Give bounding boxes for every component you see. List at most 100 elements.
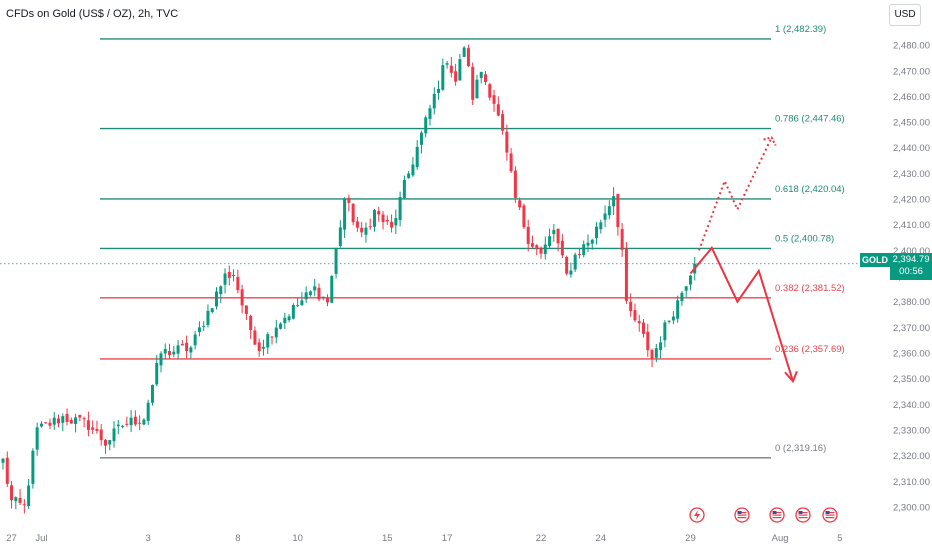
candle-body: [206, 310, 210, 325]
y-tick-label: 2,410.00: [893, 220, 930, 231]
candle-body: [287, 316, 291, 321]
candle-body: [57, 418, 61, 424]
y-tick-label: 2,480.00: [893, 41, 930, 52]
candle-body: [86, 420, 90, 430]
candle-body: [168, 351, 172, 356]
candle-body: [52, 417, 56, 425]
candle-body: [437, 88, 441, 93]
candle-body: [364, 227, 368, 235]
flag-stripe: [737, 514, 747, 516]
x-tick-label: Aug: [772, 533, 789, 544]
x-tick-label: 3: [146, 533, 151, 544]
currency-button[interactable]: USD: [889, 4, 921, 26]
y-tick-label: 2,370.00: [893, 323, 930, 334]
candle-body: [475, 79, 479, 99]
x-tick-label: 8: [235, 533, 240, 544]
y-tick-label: 2,440.00: [893, 143, 930, 154]
x-tick-label: 22: [536, 533, 547, 544]
flag-stripe: [798, 512, 808, 514]
candle-body: [390, 221, 394, 228]
candle-body: [159, 353, 163, 366]
candle-body: [488, 84, 492, 98]
candle-body: [569, 270, 573, 275]
candle-body: [95, 428, 99, 431]
candle-body: [432, 93, 436, 109]
candle-body: [274, 327, 278, 338]
candle-body: [501, 114, 505, 131]
candle-body: [650, 350, 654, 359]
projection-up-arrowhead: [763, 136, 777, 146]
candle-body: [10, 485, 14, 501]
candle-body: [61, 416, 65, 423]
candle-body: [654, 348, 658, 358]
bar-countdown: 00:56: [899, 266, 923, 277]
y-tick-label: 2,330.00: [893, 426, 930, 437]
candle-body: [633, 310, 637, 321]
flag-stripe: [772, 514, 782, 516]
candle-body: [385, 219, 389, 222]
x-tick-label: 29: [685, 533, 696, 544]
candle-body: [163, 349, 167, 354]
candle-body: [556, 228, 560, 244]
candle-body: [539, 247, 543, 254]
candle-body: [671, 316, 675, 321]
candle-body: [667, 320, 671, 322]
fib-level-label: 1 (2,482.39): [775, 24, 826, 35]
candle-body: [202, 325, 206, 327]
candle-body: [565, 257, 569, 274]
candle-body: [334, 248, 338, 274]
candle-body: [646, 331, 650, 351]
flag-canton: [772, 511, 777, 514]
candle-body: [150, 385, 154, 403]
candle-body: [146, 402, 150, 421]
symbol-badge: GOLD: [860, 253, 890, 267]
candle-body: [347, 197, 351, 203]
candle-body: [283, 317, 287, 324]
y-tick-label: 2,320.00: [893, 451, 930, 462]
x-tick-label: Jul: [35, 533, 47, 544]
candle-body: [172, 351, 176, 355]
x-tick-label: 24: [596, 533, 607, 544]
candle-body: [642, 322, 645, 334]
flag-stripe: [737, 517, 747, 519]
candle-body: [368, 226, 372, 228]
candle-body: [454, 71, 458, 82]
candle-body: [31, 450, 35, 484]
candle-body: [215, 291, 218, 307]
candle-body: [313, 286, 317, 291]
projection-down-path: [689, 245, 794, 382]
candle-body: [419, 132, 423, 145]
candle-body: [185, 342, 189, 352]
candle-body: [394, 218, 398, 226]
candle-body: [377, 211, 381, 215]
candle-body: [227, 271, 231, 278]
candle-body: [65, 413, 69, 422]
candle-body: [407, 173, 411, 179]
candle-body: [513, 170, 517, 198]
candle-body: [381, 214, 385, 223]
last-price: 2,394.79: [892, 254, 930, 265]
candle-body: [261, 346, 265, 349]
candle-body: [232, 275, 236, 277]
candle-body: [78, 414, 82, 418]
candle-body: [496, 104, 500, 116]
candle-body: [629, 301, 633, 312]
candle-body: [223, 273, 227, 285]
candle-body: [300, 300, 304, 306]
candle-body: [44, 422, 48, 424]
candle-body: [402, 179, 406, 199]
flag-canton: [798, 511, 803, 514]
candle-body: [607, 206, 611, 216]
candle-body: [69, 419, 73, 424]
candle-body: [582, 244, 586, 256]
candle-body: [27, 485, 31, 507]
candle-body: [129, 417, 133, 426]
y-tick-label: 2,360.00: [893, 349, 930, 360]
flag-stripe: [798, 514, 808, 516]
candle-body: [74, 417, 78, 424]
candle-body: [603, 213, 607, 220]
candle-body: [351, 203, 355, 223]
y-tick-label: 2,450.00: [893, 118, 930, 129]
candle-body: [411, 164, 415, 176]
